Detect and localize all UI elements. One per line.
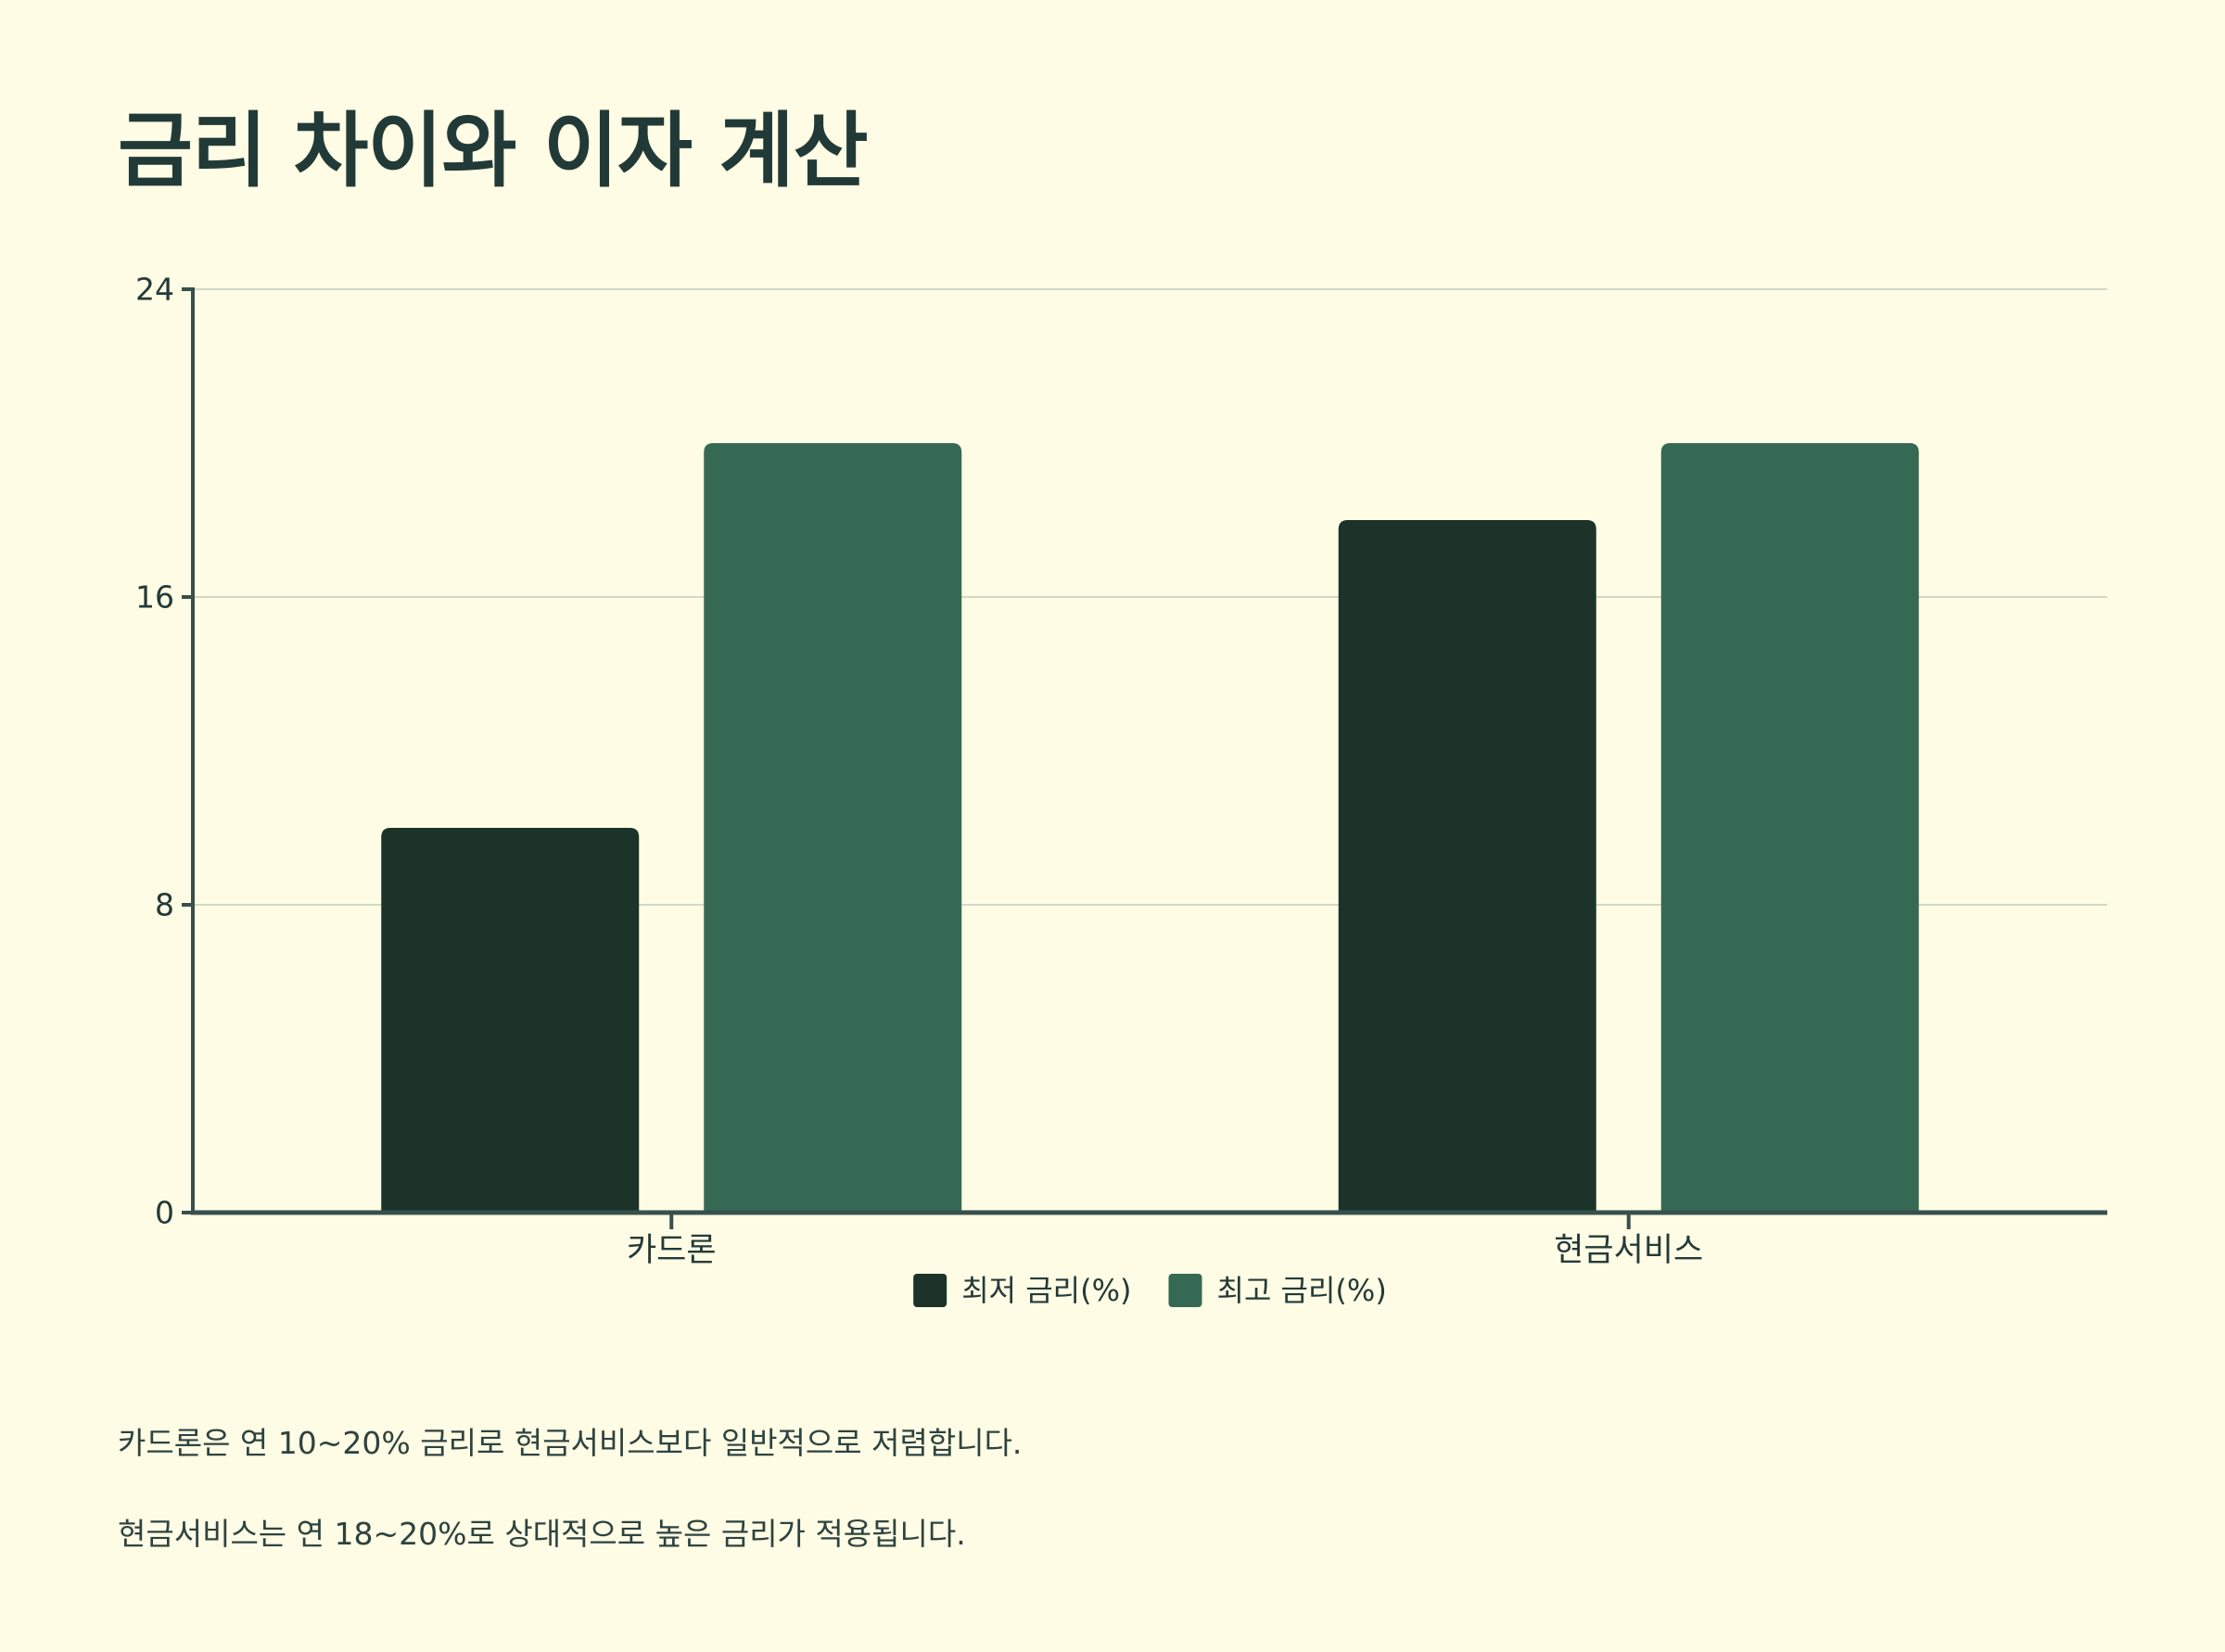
legend-swatch	[1168, 1274, 1202, 1307]
x-tick-label: 현금서비스	[1554, 1232, 1703, 1269]
legend-label: 최저 금리(%)	[961, 1273, 1131, 1308]
bar	[704, 443, 962, 1213]
bar	[381, 828, 640, 1213]
bar	[1660, 443, 1919, 1213]
note-card-loan: 카드론은 연 10~20% 금리로 현금서비스보다 일반적으로 저렴합니다.	[118, 1425, 1023, 1461]
bar	[1338, 520, 1596, 1213]
page-title: 금리 차이와 이자 계산	[118, 103, 869, 198]
note-cash-service: 현금서비스는 연 18~20%로 상대적으로 높은 금리가 적용됩니다.	[118, 1516, 966, 1552]
legend-label: 최고 금리(%)	[1217, 1273, 1387, 1308]
y-tick-label: 24	[135, 272, 174, 308]
legend-swatch	[913, 1274, 947, 1307]
y-tick-label: 8	[155, 887, 174, 923]
y-tick-label: 0	[155, 1195, 174, 1231]
x-tick-label: 카드론	[627, 1232, 717, 1269]
y-tick-label: 16	[135, 579, 174, 616]
